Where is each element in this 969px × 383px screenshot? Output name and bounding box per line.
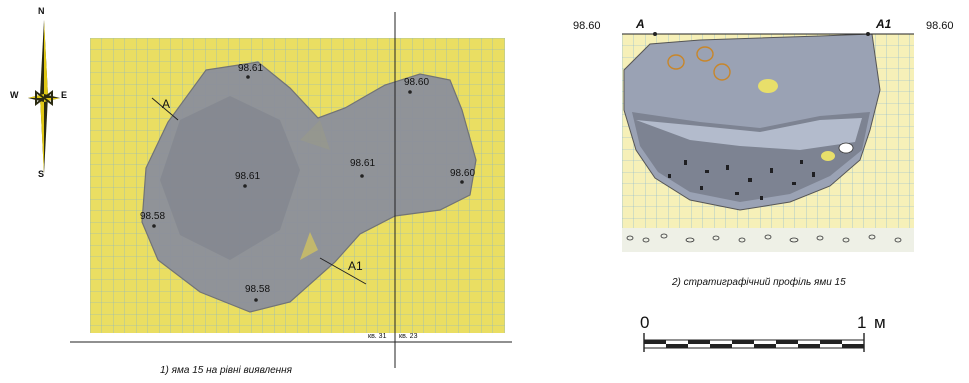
scale-bar [643, 333, 865, 352]
elevation-label-7: 98.58 [245, 284, 271, 295]
section-label-a: A [162, 97, 171, 111]
square-label-23: кв. 23 [399, 333, 418, 340]
elevation-label-3: 98.61 [235, 171, 261, 182]
elevation-label-4: 98.61 [350, 158, 376, 169]
profile-left-elevation: 98.60 [573, 20, 601, 32]
pit-outline [141, 61, 477, 313]
profile-base-layer [622, 228, 914, 252]
compass-rose-icon [28, 20, 60, 174]
elevation-label-5: 98.60 [450, 168, 476, 179]
profile-caption: 2) стратиграфічний профіль ями 15 [672, 277, 846, 288]
compass: N S W E [8, 6, 78, 179]
section-line-a1 [319, 257, 367, 285]
elevation-label-2: 98.60 [404, 77, 430, 88]
scale-one-label: 1 [857, 313, 867, 332]
compass-east-label: E [61, 90, 68, 100]
plan-caption: 1) яма 15 на рівні виявлення [160, 365, 293, 376]
elevation-label-6: 98.58 [140, 211, 166, 222]
scale-unit-label: м [874, 313, 886, 332]
compass-north-label: N [38, 6, 45, 16]
profile-start-label: A [636, 17, 645, 31]
scale-zero-label: 0 [640, 313, 650, 332]
compass-west-label: W [10, 90, 19, 100]
elevation-label-1: 98.61 [238, 63, 264, 74]
profile-end-label: A1 [876, 17, 892, 31]
profile-gravel-layer [626, 233, 902, 243]
profile-charcoal-inclusions [668, 160, 815, 200]
profile-right-elevation: 98.60 [926, 20, 954, 32]
section-label-a1: A1 [348, 259, 363, 273]
elevation-points [152, 75, 464, 302]
compass-south-label: S [38, 169, 45, 179]
square-label-31: кв. 31 [368, 333, 387, 340]
section-line-a [151, 97, 179, 121]
